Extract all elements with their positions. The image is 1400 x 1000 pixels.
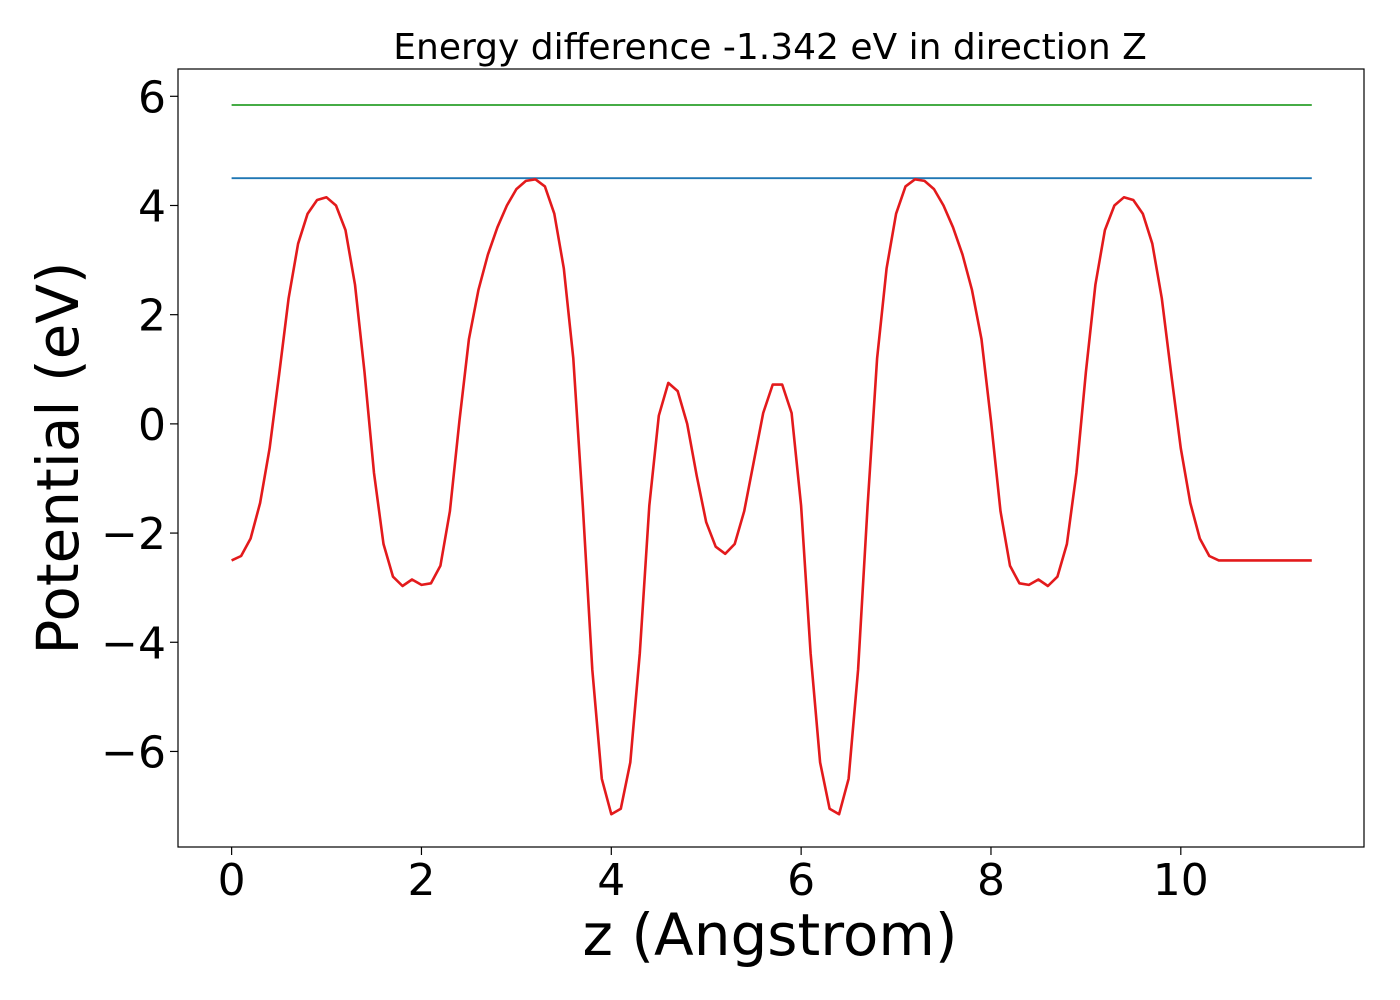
x-axis: 0 2 4 6 8 10 (218, 847, 1209, 906)
y-tick-label: 0 (138, 400, 166, 451)
axes-frame (177, 68, 1365, 848)
x-tick-label: 10 (1153, 855, 1209, 906)
x-tick-label: 4 (597, 855, 625, 906)
x-tick-label: 8 (977, 855, 1005, 906)
x-tick-label: 0 (218, 855, 246, 906)
chart-title: Energy difference -1.342 eV in direction… (393, 27, 1147, 68)
y-axis-label: Potential (eV) (24, 261, 92, 654)
series-line-3 (231, 178, 1312, 816)
y-tick-label: 2 (138, 291, 166, 342)
x-axis-label: z (Angstrom) (583, 901, 958, 969)
y-axis: 6 4 2 0 −2 −4 −6 (101, 72, 178, 778)
y-tick-label: 4 (138, 181, 166, 232)
y-tick-label: 6 (138, 72, 166, 123)
y-tick-label: −2 (101, 509, 166, 560)
y-tick-label: −4 (101, 618, 166, 669)
plot-area (231, 104, 1312, 816)
y-tick-label: −6 (101, 727, 166, 778)
x-tick-label: 6 (787, 855, 815, 906)
x-tick-label: 2 (407, 855, 435, 906)
